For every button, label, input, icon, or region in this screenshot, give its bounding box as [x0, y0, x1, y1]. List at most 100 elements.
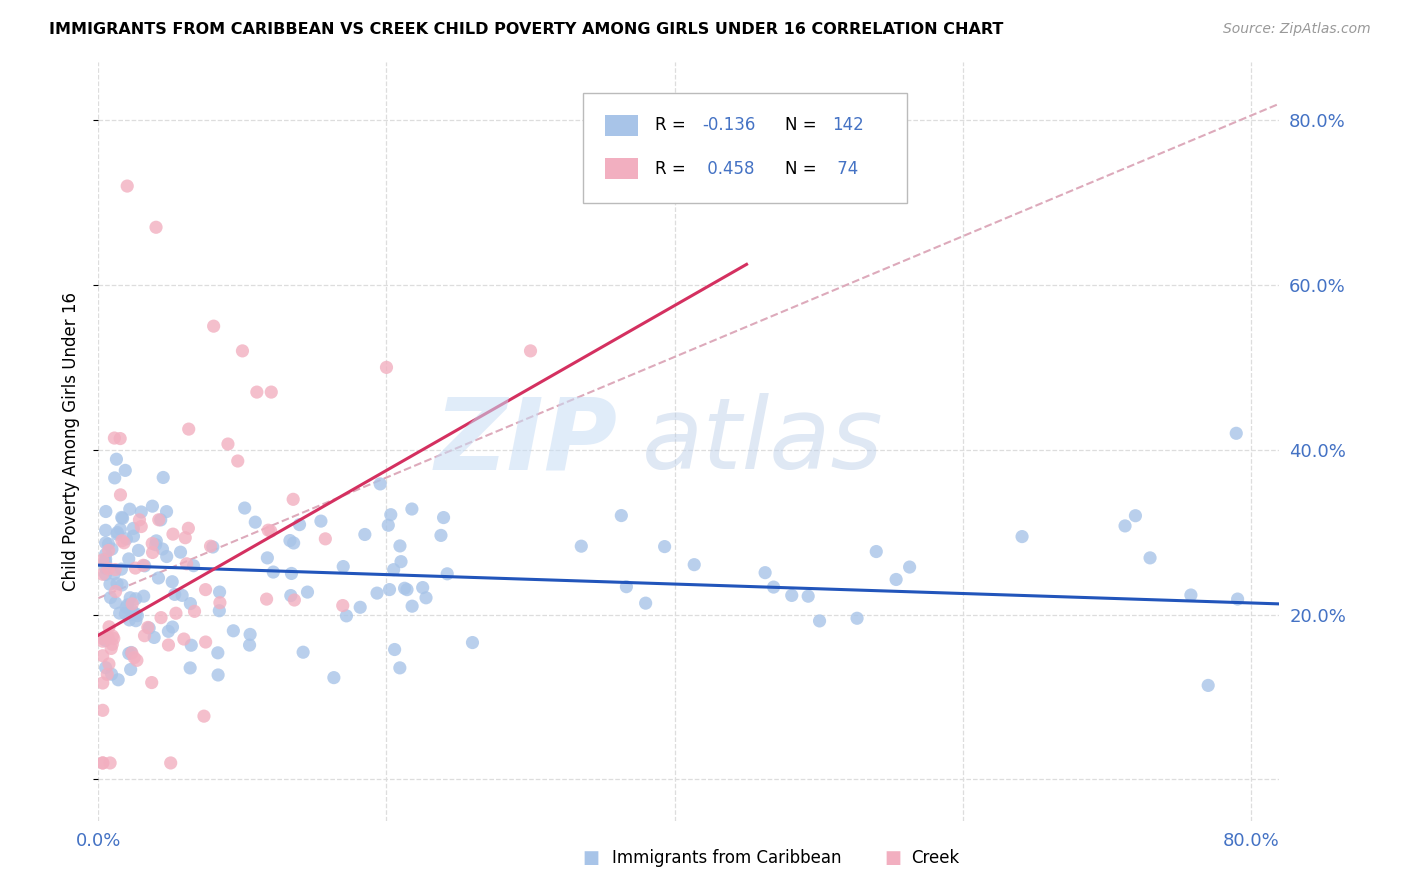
- Text: R =: R =: [655, 160, 690, 178]
- Point: [97, 631, 120, 645]
- Point: [110, 522, 132, 536]
- Point: [217, 437, 239, 451]
- Point: [94, 552, 117, 566]
- Point: [112, 535, 135, 549]
- Point: [160, 574, 183, 589]
- Point: [1180, 588, 1202, 602]
- Point: [384, 642, 406, 657]
- Point: [97, 537, 120, 551]
- Point: [233, 501, 256, 516]
- Point: [353, 527, 375, 541]
- Point: [125, 653, 148, 667]
- Point: [152, 470, 174, 484]
- Point: [193, 709, 215, 723]
- Point: [94, 633, 117, 648]
- Text: 142: 142: [832, 116, 863, 135]
- Point: [430, 528, 453, 542]
- FancyBboxPatch shape: [605, 115, 638, 136]
- Point: [194, 635, 217, 649]
- Point: [142, 545, 165, 559]
- Point: [94, 504, 117, 518]
- Point: [94, 561, 117, 575]
- Point: [163, 587, 186, 601]
- Point: [207, 668, 229, 682]
- Point: [280, 589, 302, 603]
- Point: [94, 567, 117, 582]
- Point: [104, 471, 127, 485]
- Point: [118, 552, 141, 566]
- Point: [280, 566, 302, 581]
- Point: [239, 638, 262, 652]
- Text: R =: R =: [655, 116, 690, 135]
- Point: [1011, 530, 1033, 544]
- Point: [257, 523, 280, 537]
- Point: [314, 532, 336, 546]
- Point: [98, 620, 121, 634]
- Point: [101, 629, 124, 643]
- Point: [107, 525, 129, 540]
- Point: [148, 571, 170, 585]
- Point: [108, 432, 131, 446]
- Point: [1114, 519, 1136, 533]
- Point: [107, 673, 129, 687]
- Text: ■: ■: [884, 849, 901, 867]
- Text: ZIP: ZIP: [434, 393, 619, 490]
- Point: [157, 638, 180, 652]
- Point: [309, 514, 332, 528]
- Point: [436, 566, 458, 581]
- FancyBboxPatch shape: [582, 93, 907, 202]
- Point: [174, 531, 197, 545]
- Point: [104, 584, 127, 599]
- Point: [388, 539, 411, 553]
- Point: [115, 600, 138, 615]
- Point: [368, 477, 391, 491]
- Point: [332, 559, 354, 574]
- Point: [754, 566, 776, 580]
- Point: [415, 591, 437, 605]
- Point: [159, 756, 181, 770]
- Point: [110, 562, 132, 576]
- Point: [100, 591, 122, 605]
- Point: [165, 606, 187, 620]
- Point: [108, 606, 131, 620]
- Point: [292, 645, 315, 659]
- Point: [260, 385, 283, 400]
- Point: [780, 589, 803, 603]
- Point: [394, 581, 416, 595]
- Point: [297, 585, 319, 599]
- Point: [222, 624, 245, 638]
- Point: [569, 539, 592, 553]
- Point: [1139, 550, 1161, 565]
- Point: [115, 532, 138, 546]
- Point: [683, 558, 706, 572]
- Point: [120, 591, 142, 605]
- Point: [117, 598, 139, 612]
- Point: [114, 607, 136, 621]
- Point: [134, 558, 156, 573]
- Point: [121, 597, 143, 611]
- Point: [322, 671, 344, 685]
- Point: [91, 756, 114, 770]
- Point: [169, 545, 191, 559]
- Text: Source: ZipAtlas.com: Source: ZipAtlas.com: [1223, 22, 1371, 37]
- Point: [129, 519, 152, 533]
- Point: [375, 360, 398, 375]
- Point: [461, 635, 484, 649]
- Point: [898, 560, 921, 574]
- Point: [91, 567, 114, 582]
- Point: [145, 533, 167, 548]
- Point: [634, 596, 657, 610]
- Point: [180, 638, 202, 652]
- Point: [120, 663, 142, 677]
- Point: [94, 660, 117, 674]
- Point: [1225, 426, 1247, 441]
- Point: [91, 676, 114, 690]
- Point: [380, 508, 402, 522]
- Point: [136, 620, 159, 634]
- Point: [121, 603, 143, 617]
- Point: [183, 604, 205, 618]
- Point: [128, 513, 150, 527]
- Point: [111, 533, 134, 548]
- Point: [172, 588, 194, 602]
- Point: [366, 586, 388, 600]
